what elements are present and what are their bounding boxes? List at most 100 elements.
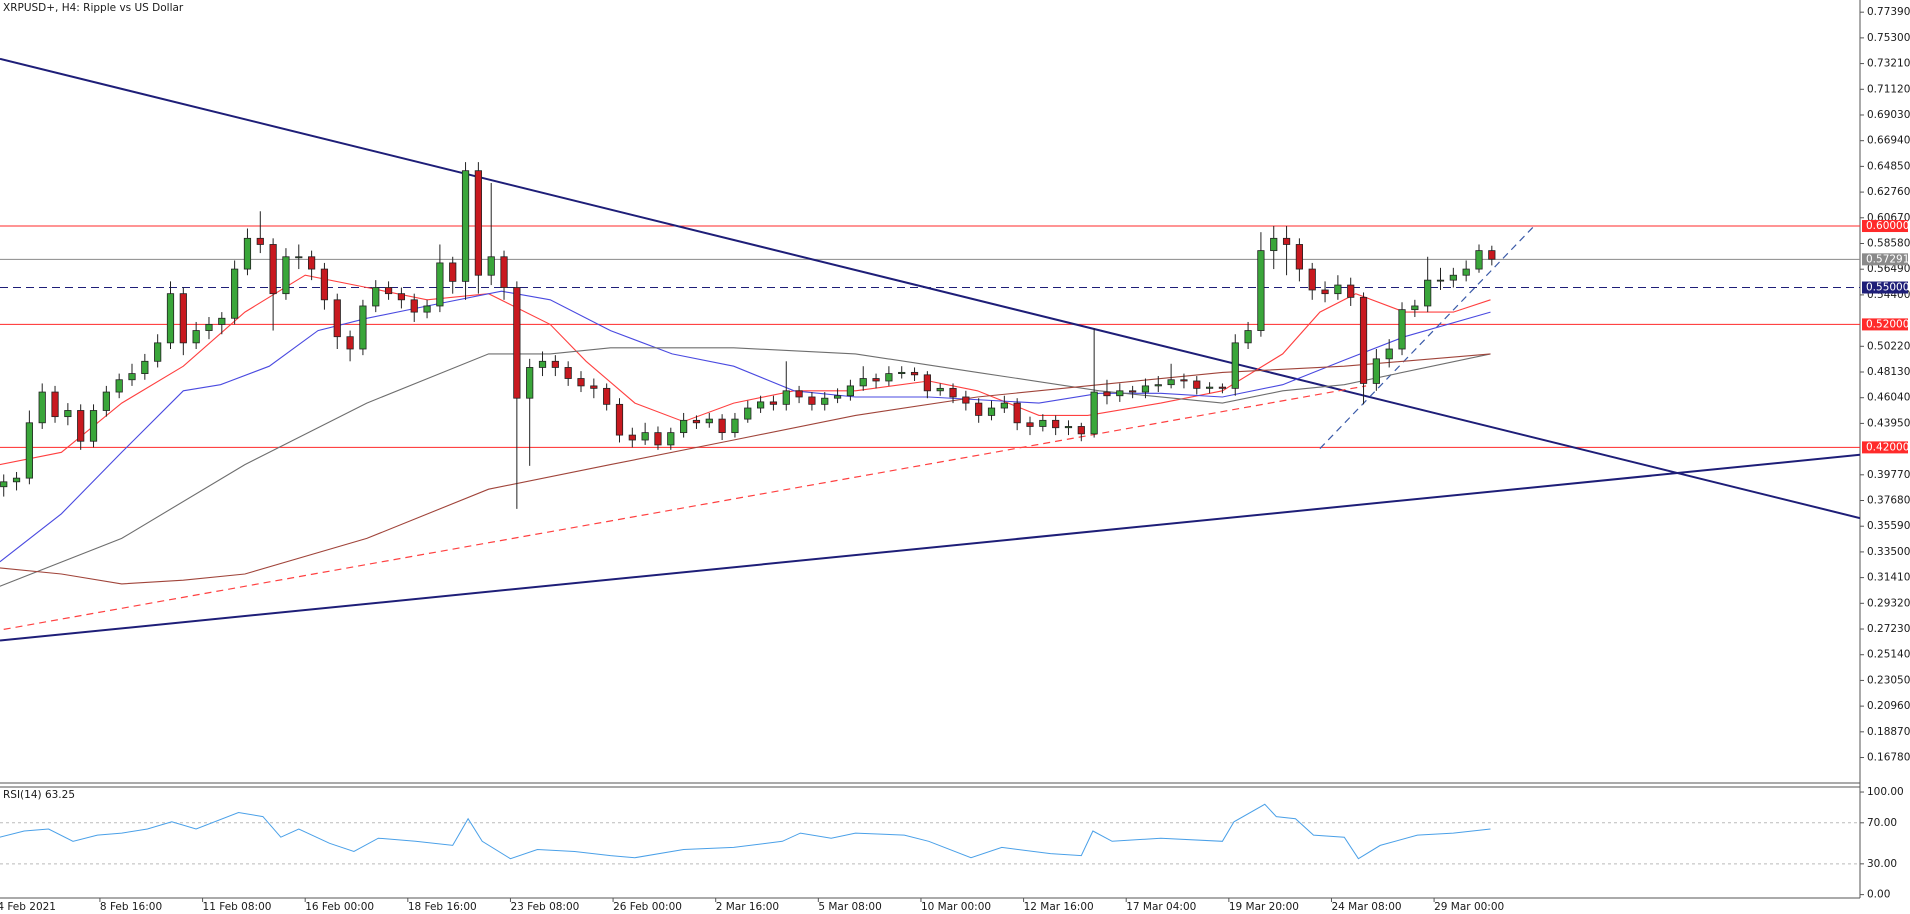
chart-title: XRPUSD+, H4: Ripple vs US Dollar [3,2,184,14]
rsi-tick-label: 70.00 [1867,817,1897,829]
y-tick-label: 0.37680 [1867,495,1910,507]
x-tick-label: 18 Feb 16:00 [408,901,477,913]
rsi-title: RSI(14) 63.25 [3,789,75,801]
candle-body [551,360,559,368]
candle-body [667,432,675,446]
candle-body [885,373,893,382]
y-tick-label: 0.29320 [1867,597,1910,609]
candle-body [1436,279,1445,282]
candle-body [1244,330,1252,344]
candle-body [1462,268,1470,276]
candle-body [333,299,341,338]
candle-body [320,268,329,301]
candle-body [987,407,996,416]
candle-body [1231,342,1239,389]
rsi-line [0,803,1491,860]
candle-body [564,367,572,379]
candle-body [821,397,829,405]
trendline [1319,226,1534,450]
price-tag-label: 0.57291 [1866,253,1909,265]
candle-body [975,402,983,416]
candle-body [243,237,252,270]
moving-average [0,347,1491,587]
candle-body [1398,309,1406,350]
candle-body [628,434,636,441]
y-tick-label: 0.73210 [1867,58,1910,70]
x-tick-label: 16 Feb 00:00 [305,901,374,913]
y-tick-label: 0.16780 [1867,752,1910,764]
candle-body [1193,380,1201,389]
candle-body [615,403,624,436]
candle-body [1411,305,1419,311]
candle-body [577,378,585,387]
candle-body [154,342,162,362]
candle-body [680,419,688,434]
rsi-tick-label: 0.00 [1867,889,1890,901]
y-tick-label: 0.31410 [1867,572,1910,584]
candle-body [269,244,277,295]
candle-body [1385,348,1393,360]
price-tag-label: 0.55000 [1866,282,1909,294]
candle-body [872,378,880,382]
y-tick-label: 0.69030 [1867,109,1910,121]
candle-body [77,410,85,442]
candle-body [1103,391,1111,397]
y-tick-label: 0.66940 [1867,135,1910,147]
candle-body [1424,279,1432,307]
candle-body [51,391,59,418]
candle-body [859,378,867,387]
candle-body [1116,390,1124,397]
price-tag-label: 0.60000 [1866,220,1909,232]
trendline [0,57,1860,520]
y-tick-label: 0.71120 [1867,83,1910,95]
y-tick-label: 0.64850 [1867,160,1910,172]
candle-body [128,373,136,381]
candle-body [898,371,906,374]
price-tag [1862,318,1908,331]
candle-body [513,287,521,399]
x-tick-label: 10 Mar 00:00 [921,901,991,913]
candle-body [64,410,72,418]
candle-body [141,360,149,374]
candle-body [1129,390,1137,393]
candle-body [949,387,957,398]
y-tick-label: 0.48130 [1867,366,1910,378]
y-tick-label: 0.77390 [1867,6,1910,18]
candle-body [1205,386,1214,389]
candle-body [38,391,46,424]
y-tick-label: 0.23050 [1867,674,1910,686]
y-tick-label: 0.18870 [1867,726,1910,738]
candle-body [795,390,803,398]
y-tick-label: 0.35590 [1867,520,1910,532]
y-tick-label: 0.20960 [1867,700,1910,712]
candle-body [89,410,98,442]
candle-body [1282,237,1291,245]
x-tick-label: 5 Mar 08:00 [818,901,881,913]
moving-average [0,290,1491,563]
rsi-tick-label: 30.00 [1867,858,1897,870]
candle-body [1141,385,1150,393]
candle-body [359,305,367,350]
candle-body [962,396,970,404]
candle-body [1077,426,1085,435]
price-tag [1862,253,1908,266]
y-tick-label: 0.50220 [1867,340,1910,352]
candle-body [218,317,226,325]
candle-body [1154,384,1162,387]
candle-body [603,387,611,405]
candle-body [1308,268,1316,291]
candle-body [0,481,8,488]
x-tick-label: 17 Mar 04:00 [1126,901,1196,913]
candle-body [1090,391,1098,435]
candle-body [372,287,380,307]
candle-body [910,371,919,376]
x-tick-label: 11 Feb 08:00 [203,901,272,913]
candle-body [1064,426,1073,429]
candle-body [500,256,508,288]
candle-body [1052,419,1060,429]
candle-body [308,256,316,270]
candle-body [1359,296,1368,384]
candle-body [705,418,713,424]
